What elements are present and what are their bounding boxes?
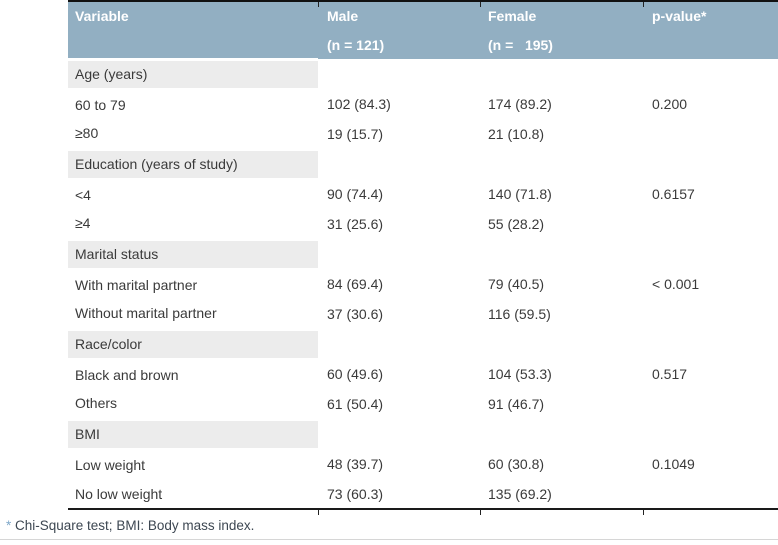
cell-male: 48 (39.7) bbox=[327, 456, 384, 472]
table-body: Age (years) 60 to 79 102 (84.3) 174 (89.2) 0… bbox=[68, 57, 778, 510]
cell-female bbox=[479, 149, 643, 179]
cell-male: 84 (69.4) bbox=[327, 276, 384, 292]
header-cell-p-value: p-value* bbox=[643, 0, 778, 59]
cell-variable: Education (years of study) bbox=[68, 147, 318, 180]
table-footnote: * Chi-Square test; BMI: Body mass index. bbox=[0, 516, 778, 540]
cell-male bbox=[318, 329, 479, 359]
cell-female: 140 (71.8) bbox=[488, 186, 552, 202]
cell-male bbox=[318, 59, 479, 89]
cell-p bbox=[643, 299, 778, 329]
cell-male bbox=[318, 149, 479, 179]
footnote-asterisk: * bbox=[6, 518, 12, 533]
cell-p bbox=[643, 149, 778, 179]
statistics-table: Variable Male (n = 121) Female (n = 195)… bbox=[68, 0, 778, 510]
cell-male: 61 (50.4) bbox=[327, 396, 384, 412]
cell-female: 60 (30.8) bbox=[488, 456, 545, 472]
cell-male: 19 (15.7) bbox=[327, 126, 384, 142]
cell-female bbox=[479, 329, 643, 359]
cell-male bbox=[318, 239, 479, 269]
cell-female: 135 (69.2) bbox=[479, 479, 643, 510]
cell-female: 116 (59.5) bbox=[488, 306, 551, 322]
cell-variable: Race/color bbox=[68, 327, 318, 360]
header-sublabel: (n = 195) bbox=[488, 37, 553, 53]
cell-female: 21 (10.8) bbox=[488, 126, 545, 142]
cell-variable: Low weight bbox=[75, 456, 146, 473]
table-row: Others 61 (50.4) 91 (46.7) bbox=[68, 389, 778, 419]
cell-female: 79 (40.5) bbox=[488, 276, 545, 292]
table-row: Low weight 48 (39.7) 60 (30.8) 0.1049 bbox=[68, 449, 778, 479]
column-divider-tick bbox=[318, 510, 319, 515]
header-label: Female bbox=[488, 8, 537, 24]
cell-p bbox=[643, 239, 778, 269]
category-row: BMI bbox=[68, 417, 778, 450]
cell-female: 174 (89.2) bbox=[488, 96, 552, 112]
cell-p: 0.200 bbox=[652, 96, 688, 112]
cell-male: 90 (74.4) bbox=[327, 186, 384, 202]
cell-variable: ≥4 bbox=[75, 215, 91, 232]
cell-variable: Marital status bbox=[68, 237, 318, 270]
cell-p: 0.6157 bbox=[652, 186, 695, 202]
cell-p: 0.517 bbox=[652, 366, 688, 382]
cell-male: 37 (30.6) bbox=[327, 306, 384, 322]
header-label: Variable bbox=[75, 8, 129, 24]
table-row: ≥4 31 (25.6) 55 (28.2) bbox=[68, 209, 778, 239]
cell-male: 102 (84.3) bbox=[327, 96, 391, 112]
cell-variable: No low weight bbox=[68, 479, 318, 510]
cell-variable: ≥80 bbox=[75, 125, 99, 142]
table-row: With marital partner 84 (69.4) 79 (40.5) < … bbox=[68, 269, 778, 299]
cell-variable: BMI bbox=[68, 417, 318, 450]
table-row: Black and brown 60 (49.6) 104 (53.3) 0.517 bbox=[68, 359, 778, 389]
table-row: No low weight 73 (60.3) 135 (69.2) bbox=[68, 479, 778, 510]
header-label: p-value* bbox=[652, 8, 707, 24]
cell-p bbox=[643, 419, 778, 449]
table-row: 60 to 79 102 (84.3) 174 (89.2) 0.200 bbox=[68, 89, 778, 119]
cell-p bbox=[643, 329, 778, 359]
table-header-row: Variable Male (n = 121) Female (n = 195)… bbox=[68, 0, 778, 59]
category-row: Education (years of study) bbox=[68, 147, 778, 180]
cell-p bbox=[643, 59, 778, 89]
column-divider-tick bbox=[480, 510, 481, 515]
category-row: Race/color bbox=[68, 327, 778, 360]
table-row: <4 90 (74.4) 140 (71.8) 0.6157 bbox=[68, 179, 778, 209]
header-cell-variable: Variable bbox=[68, 0, 318, 59]
cell-female: 91 (46.7) bbox=[488, 396, 545, 412]
cell-p bbox=[643, 119, 778, 149]
column-divider-tick bbox=[318, 2, 319, 7]
cell-male: 73 (60.3) bbox=[318, 479, 479, 510]
header-label: Male bbox=[327, 8, 359, 24]
cell-variable: Age (years) bbox=[68, 57, 318, 90]
cell-male: 60 (49.6) bbox=[327, 366, 384, 382]
table-row: ≥80 19 (15.7) 21 (10.8) bbox=[68, 119, 778, 149]
table-row: Without marital partner 37 (30.6) 116 (59.… bbox=[68, 299, 778, 329]
cell-p: < 0.001 bbox=[652, 276, 700, 292]
footnote-text: Chi-Square test; BMI: Body mass index. bbox=[11, 518, 255, 533]
cell-male: 31 (25.6) bbox=[327, 216, 384, 232]
cell-variable: Without marital partner bbox=[75, 305, 217, 322]
column-divider-tick bbox=[480, 2, 481, 7]
cell-p bbox=[643, 209, 778, 239]
cell-variable: Black and brown bbox=[75, 366, 179, 383]
category-row: Marital status bbox=[68, 237, 778, 270]
header-cell-male: Male (n = 121) bbox=[318, 0, 479, 59]
column-divider-tick bbox=[643, 510, 644, 515]
statistics-table-wrapper: Variable Male (n = 121) Female (n = 195)… bbox=[68, 0, 778, 515]
header-sublabel: (n = 121) bbox=[327, 37, 385, 53]
cell-variable: 60 to 79 bbox=[75, 96, 126, 113]
cell-female bbox=[479, 419, 643, 449]
column-divider-tick bbox=[643, 2, 644, 7]
cell-female bbox=[479, 59, 643, 89]
cell-female: 55 (28.2) bbox=[488, 216, 545, 232]
category-row: Age (years) bbox=[68, 57, 778, 90]
cell-p bbox=[643, 389, 778, 419]
cell-variable: With marital partner bbox=[75, 276, 198, 293]
header-cell-female: Female (n = 195) bbox=[479, 0, 643, 59]
cell-variable: <4 bbox=[75, 186, 91, 203]
cell-variable: Others bbox=[75, 395, 118, 412]
table-header: Variable Male (n = 121) Female (n = 195)… bbox=[68, 0, 778, 59]
cell-male bbox=[318, 419, 479, 449]
cell-female: 104 (53.3) bbox=[488, 366, 552, 382]
cell-p: 0.1049 bbox=[652, 456, 695, 472]
cell-p bbox=[643, 479, 778, 510]
cell-female bbox=[479, 239, 643, 269]
